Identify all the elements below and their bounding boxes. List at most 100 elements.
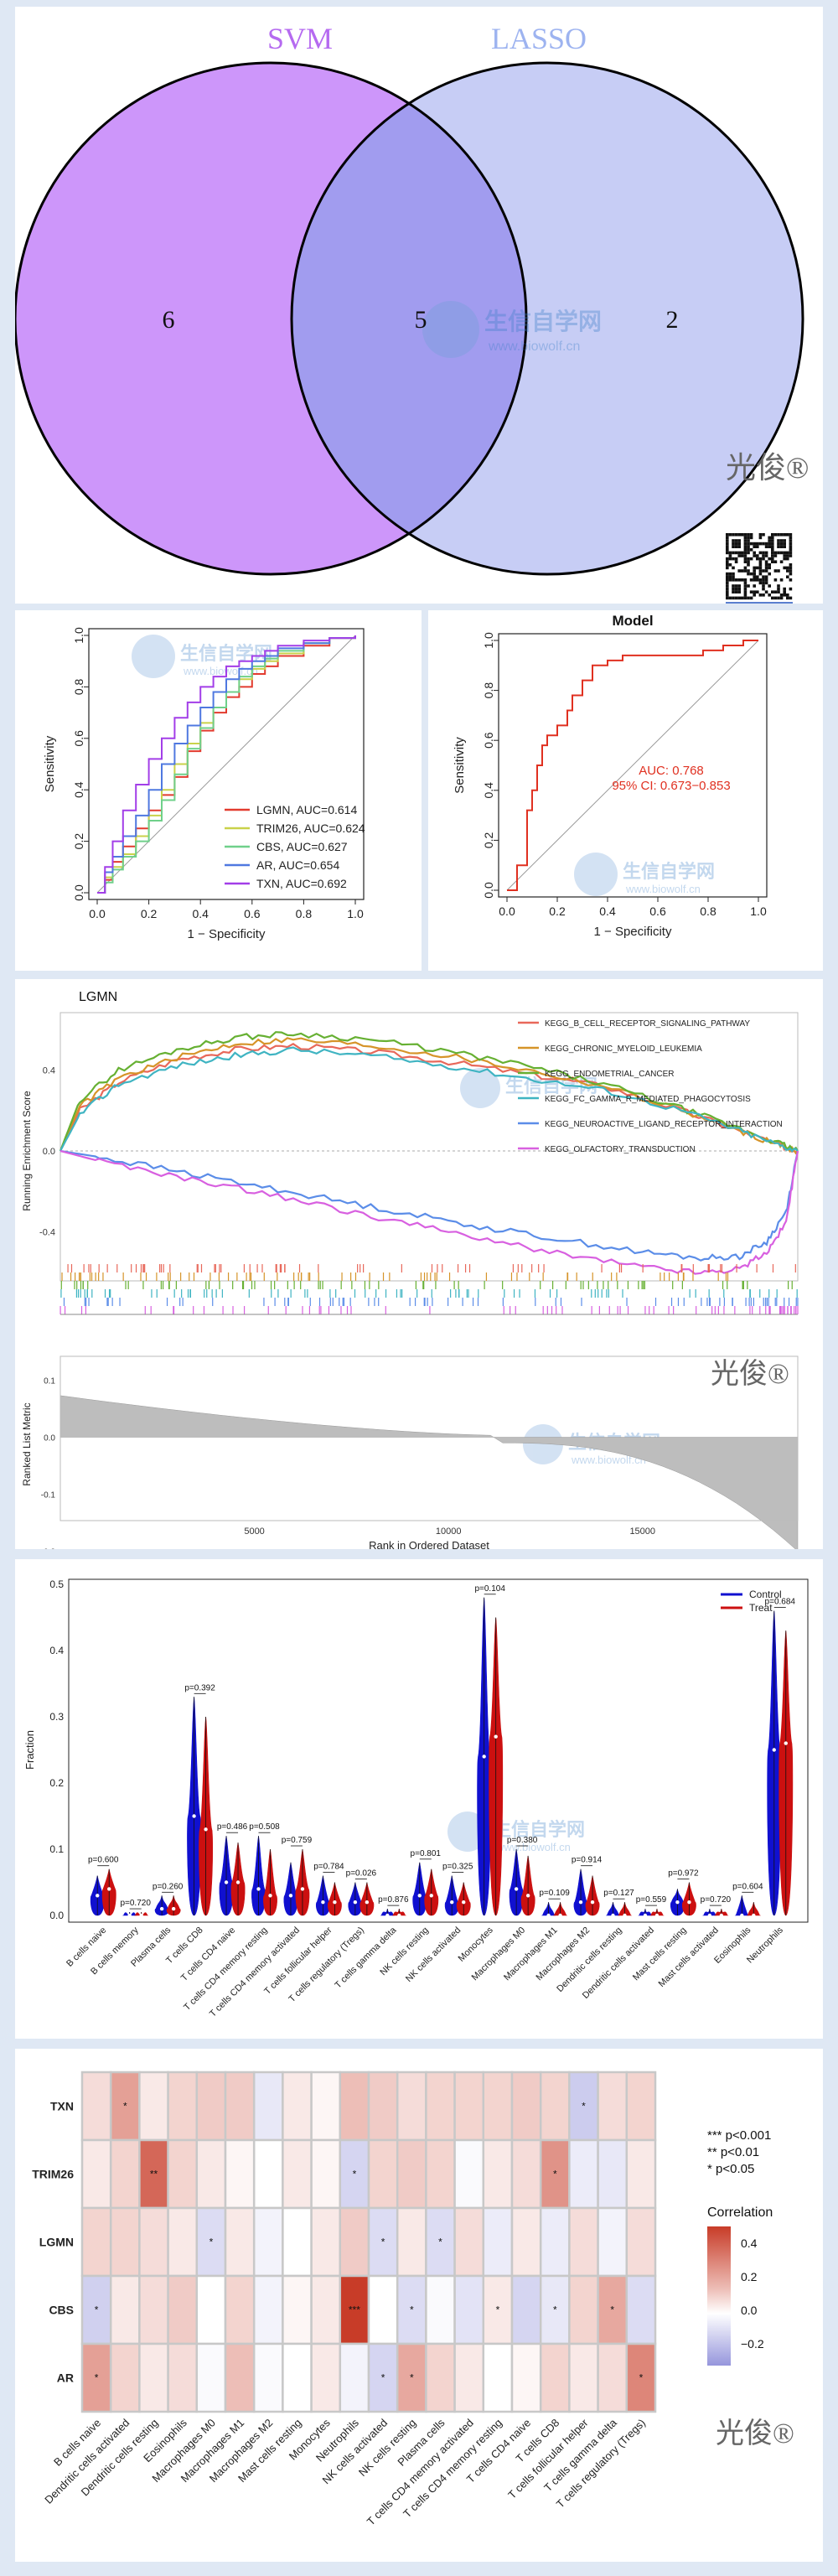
qr-module bbox=[758, 557, 763, 561]
roc-model-panel: 生信自学网 www.biowolf.cn 0.0 0.2 0.4 0.6 0.8 1.0 0.0… bbox=[428, 610, 823, 971]
qr-module bbox=[732, 572, 735, 576]
roc-curve-4 bbox=[97, 635, 356, 894]
qr-module bbox=[726, 593, 729, 597]
x-tick-label: 0.8 bbox=[296, 907, 313, 920]
plot-frame bbox=[498, 633, 768, 898]
violin-treat-median bbox=[462, 1900, 466, 1905]
watermark-logo-icon bbox=[574, 853, 618, 896]
qr-module bbox=[728, 533, 732, 536]
qr-module bbox=[732, 590, 735, 593]
qr-module bbox=[753, 542, 756, 546]
qr-module bbox=[764, 551, 768, 555]
qr-module bbox=[747, 542, 750, 546]
violin-control-median bbox=[385, 1913, 390, 1918]
qr-module bbox=[743, 542, 747, 546]
pvalue-label: p=0.026 bbox=[346, 1869, 377, 1879]
heatmap-cell bbox=[568, 2206, 599, 2278]
qr-module bbox=[789, 545, 793, 548]
qr-module bbox=[728, 572, 732, 576]
heatmap-cell bbox=[367, 2206, 399, 2278]
venn-panel: SVM LASSO 生信自学网 www.biowolf.cn 光俊® 6 5 2 bbox=[13, 7, 823, 607]
significance-star: * bbox=[381, 2372, 385, 2384]
heatmap-cell bbox=[625, 2206, 657, 2278]
violin-control-median bbox=[224, 1880, 229, 1884]
watermark: 生信自学网 www.biowolf.cn bbox=[422, 301, 602, 358]
y-axis-label: Sensitivity bbox=[43, 735, 57, 792]
qr-module bbox=[743, 596, 747, 600]
legend-entry-0: Control bbox=[749, 1589, 782, 1600]
x-tick-label: 0.8 bbox=[700, 904, 716, 918]
es-frame bbox=[59, 1012, 799, 1282]
qr-module bbox=[758, 560, 763, 563]
venn-count-lasso-only: 2 bbox=[666, 306, 679, 334]
qr-module bbox=[773, 560, 778, 563]
qr-module bbox=[747, 551, 750, 555]
legend-entry-1: KEGG_CHRONIC_MYELOID_LEUKEMIA bbox=[545, 1044, 702, 1054]
qr-module bbox=[747, 539, 750, 542]
row-label: TRIM26 bbox=[32, 2168, 74, 2181]
es-y-tick-label: -0.4 bbox=[39, 1228, 55, 1238]
qr-module bbox=[764, 590, 768, 593]
qr-module bbox=[747, 572, 750, 576]
qr-module bbox=[728, 563, 732, 567]
qr-module bbox=[734, 584, 738, 588]
pvalue-label: p=0.759 bbox=[282, 1836, 313, 1845]
y-tick-label: 1.0 bbox=[482, 632, 495, 649]
qr-module bbox=[753, 545, 756, 548]
qr-module bbox=[726, 545, 729, 548]
heatmap-cell bbox=[80, 2138, 112, 2210]
heatmap-cell bbox=[625, 2071, 657, 2142]
qr-module bbox=[783, 557, 786, 561]
heatmap-cell bbox=[539, 2274, 571, 2345]
heatmap-cell bbox=[367, 2071, 399, 2142]
qr-module bbox=[762, 581, 765, 585]
qr-module bbox=[737, 578, 741, 582]
es-curve-2 bbox=[59, 1031, 799, 1152]
heatmap-cell bbox=[510, 2342, 542, 2413]
venn-label-svm: SVM bbox=[267, 22, 333, 55]
heatmap-cell bbox=[568, 2071, 599, 2142]
qr-module bbox=[764, 566, 768, 570]
heatmap-cell bbox=[597, 2138, 628, 2210]
watermark-text-cn: 生信自学网 bbox=[623, 861, 715, 882]
pvalue-label: p=0.325 bbox=[442, 1863, 473, 1872]
heatmap-cell bbox=[510, 2206, 542, 2278]
brand-logo-text: 光俊® bbox=[711, 1358, 789, 1390]
qr-module bbox=[789, 566, 793, 570]
qr-module bbox=[773, 569, 778, 573]
heatmap-cell bbox=[195, 2071, 227, 2142]
heatmap-cell bbox=[310, 2206, 342, 2278]
metric-y-tick-label: 0.0 bbox=[44, 1434, 55, 1443]
x-tick-label: 0.4 bbox=[599, 904, 616, 918]
violin-treat-median bbox=[107, 1887, 111, 1891]
qr-module bbox=[768, 542, 771, 546]
qr-module bbox=[726, 596, 729, 600]
heatmap-cell bbox=[339, 2342, 370, 2413]
watermark-logo-icon bbox=[523, 1424, 563, 1464]
pvalue-label: p=0.380 bbox=[507, 1836, 538, 1845]
qr-module bbox=[756, 590, 759, 593]
qr-module bbox=[777, 596, 780, 600]
qr-module bbox=[728, 578, 732, 582]
qr-module bbox=[743, 536, 747, 540]
heatmap-cell bbox=[195, 2138, 227, 2210]
qr-module bbox=[758, 551, 763, 555]
gsea-title: LGMN bbox=[79, 990, 117, 1004]
violin-control-median bbox=[192, 1814, 196, 1818]
violin-treat-median bbox=[139, 1913, 143, 1918]
qr-module bbox=[732, 596, 735, 600]
qr-module bbox=[743, 587, 747, 591]
x-tick-label: 15000 bbox=[629, 1526, 655, 1537]
qr-module bbox=[762, 593, 765, 597]
violin-treat-median bbox=[268, 1894, 272, 1898]
heatmap-cell bbox=[625, 2342, 657, 2413]
legend-entry-0: KEGG_B_CELL_RECEPTOR_SIGNALING_PATHWAY bbox=[545, 1019, 750, 1029]
venn-count-intersection: 5 bbox=[415, 306, 427, 334]
venn-label-lasso: LASSO bbox=[491, 22, 587, 55]
qr-module bbox=[743, 578, 747, 582]
qr-module bbox=[786, 566, 789, 570]
qr-module bbox=[771, 596, 774, 600]
significance-star: * bbox=[381, 2237, 385, 2248]
